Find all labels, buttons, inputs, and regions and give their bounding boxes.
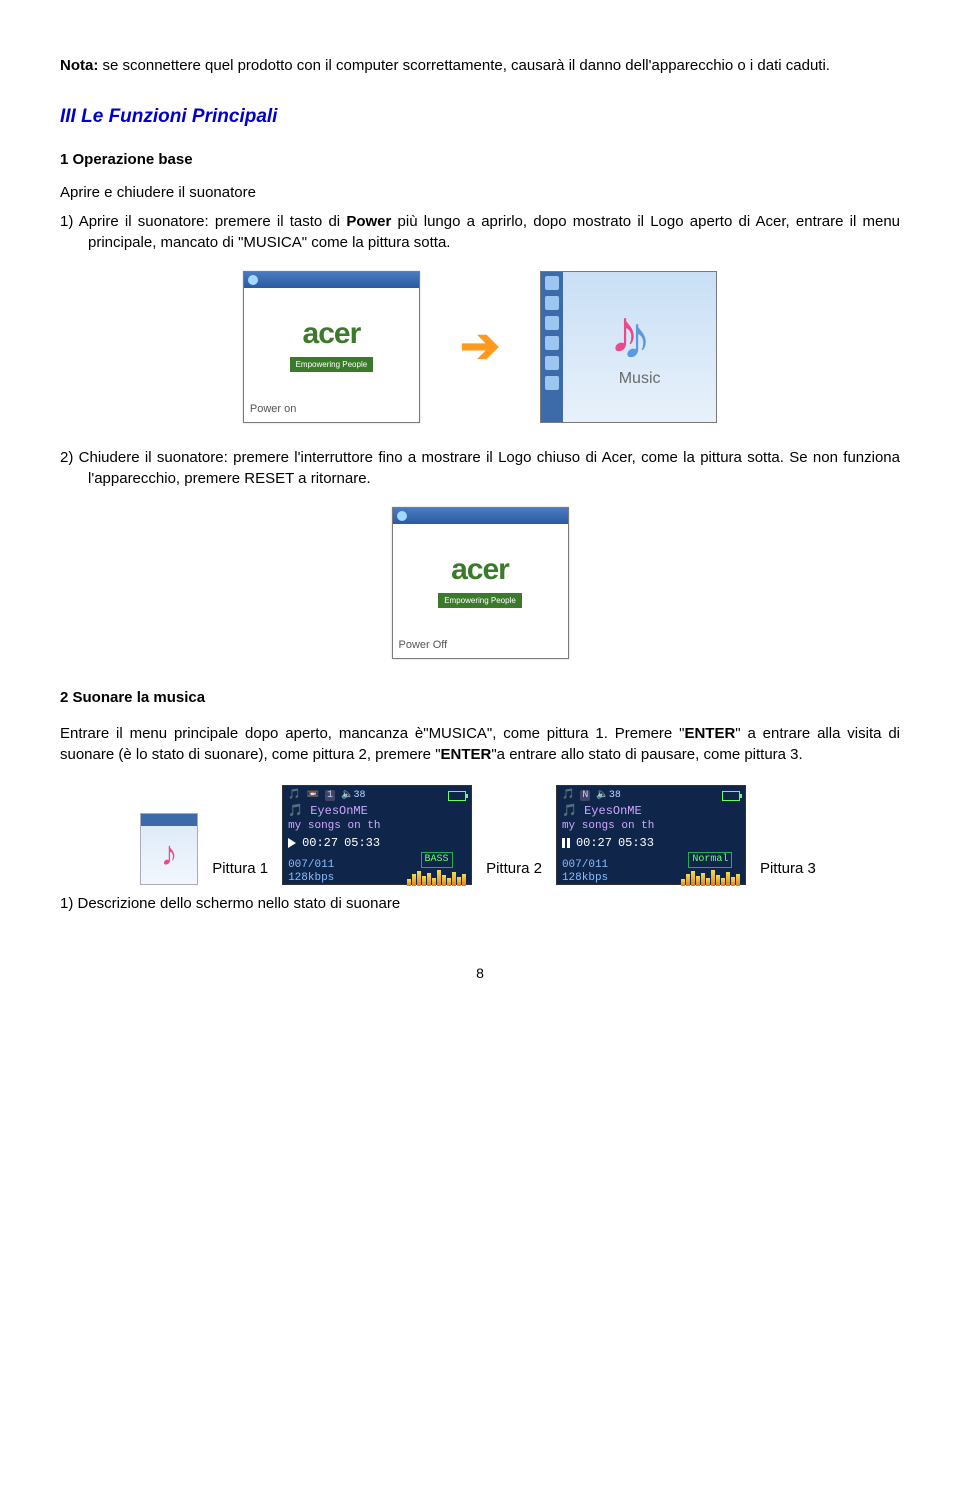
player-statusbar: 🎵 N 🔈38 [562, 789, 740, 803]
time-total: 05:33 [344, 835, 380, 852]
battery-icon [722, 791, 740, 801]
acer-topbar [244, 272, 419, 288]
thumb-note-icon: ♪ [141, 826, 197, 884]
player-screen-paused: 🎵 N 🔈38 🎵 EyesOnME my songs on th 00:27 … [556, 785, 746, 885]
player-time: 00:27 05:33 [562, 835, 740, 852]
eq-mode: BASS [421, 852, 453, 868]
sidebar-icon [545, 336, 559, 350]
sidebar-icon [545, 316, 559, 330]
player-bottom: 007/011 128kbps BASS [288, 852, 466, 886]
subsection-1-heading: 1 Operazione base [60, 149, 900, 170]
nota-paragraph: Nota: se sconnettere quel prodotto con i… [60, 55, 900, 76]
p-b: ENTER [684, 725, 735, 742]
eq-bars-icon [681, 870, 740, 886]
player-subtitle: my songs on th [288, 819, 466, 834]
status-left: 🎵 N 🔈38 [562, 789, 621, 803]
subsection-2-heading: 2 Suonare la musica [60, 687, 900, 708]
page-number: 8 [60, 964, 900, 984]
music-note-icon: ♪♪ [610, 302, 670, 362]
desc-line: 1) Descrizione dello schermo nello stato… [60, 893, 900, 914]
music-main: ♪♪ Music [563, 272, 716, 422]
arrow-icon: ➔ [460, 313, 500, 380]
list-item-2: 2) Chiudere il suonatore: premere l'inte… [60, 447, 900, 489]
music-sidebar [541, 272, 563, 422]
sub2-paragraph: Entrare il menu principale dopo aperto, … [60, 723, 900, 765]
section-iii-title: III Le Funzioni Principali [60, 104, 900, 131]
player-subtitle: my songs on th [562, 819, 740, 834]
acer-poweroff-screen: acer Empowering People Power Off [392, 507, 569, 659]
bitrate: 128kbps [562, 872, 608, 885]
player-statusbar: 🎵 📼 1 🔈38 [288, 789, 466, 803]
player-title: 🎵 EyesOnME [562, 803, 740, 820]
p-d: ENTER [441, 746, 492, 763]
track-counter: 007/011 [288, 859, 334, 872]
sidebar-icon [545, 296, 559, 310]
list-item-1: 1) Aprire il suonatore: premere il tasto… [60, 211, 900, 253]
time-elapsed: 00:27 [302, 835, 338, 852]
acer-tagline: Empowering People [438, 593, 522, 608]
pittura1-thumb: ♪ [140, 813, 198, 885]
acer-logo: acer [451, 549, 509, 591]
music-label: Music [619, 368, 661, 390]
player-title: 🎵 EyesOnME [288, 803, 466, 820]
item1-power: Power [346, 213, 391, 230]
acer-tagline: Empowering People [290, 357, 374, 372]
player-screen-playing: 🎵 📼 1 🔈38 🎵 EyesOnME my songs on th 00:2… [282, 785, 472, 885]
eq-bars-icon [407, 870, 466, 886]
status-left: 🎵 📼 1 🔈38 [288, 789, 365, 803]
player-bottom: 007/011 128kbps Normal [562, 852, 740, 886]
thumb-topbar [141, 814, 197, 826]
acer-topbar [393, 508, 568, 524]
sidebar-icon [545, 376, 559, 390]
sidebar-icon [545, 276, 559, 290]
item1-pre: 1) Aprire il suonatore: premere il tasto… [60, 213, 346, 230]
track-counter: 007/011 [562, 859, 608, 872]
acer-footer-poweron: Power on [244, 398, 419, 421]
player-time: 00:27 05:33 [288, 835, 466, 852]
player-info: 007/011 128kbps [562, 859, 608, 885]
p-e: "a entrare allo stato di pausare, come p… [491, 746, 802, 763]
pittura1-label: Pittura 1 [208, 858, 272, 885]
pittura-row: ♪ Pittura 1 🎵 📼 1 🔈38 🎵 EyesOnME my song… [60, 785, 900, 885]
sidebar-icon [545, 356, 559, 370]
music-menu-screen: ♪♪ Music [540, 271, 717, 423]
eq-mode: Normal [688, 852, 732, 868]
pittura2-label: Pittura 2 [482, 858, 546, 885]
open-close-title: Aprire e chiudere il suonatore [60, 182, 900, 203]
nota-text: se sconnettere quel prodotto con il comp… [98, 57, 830, 74]
screens-row-poweron: acer Empowering People Power on ➔ ♪♪ Mus… [60, 271, 900, 423]
poweroff-wrapper: acer Empowering People Power Off [60, 507, 900, 659]
pittura3-label: Pittura 3 [756, 858, 820, 885]
battery-icon [448, 791, 466, 801]
time-elapsed: 00:27 [576, 835, 612, 852]
acer-footer-poweroff: Power Off [393, 634, 568, 657]
topbar-dot-icon [248, 275, 258, 285]
acer-body: acer Empowering People [244, 288, 419, 399]
play-icon [288, 838, 296, 848]
pause-icon [562, 838, 570, 848]
player-eq: Normal [681, 852, 740, 886]
player-info: 007/011 128kbps [288, 859, 334, 885]
acer-logo: acer [303, 313, 361, 355]
p-a: Entrare il menu principale dopo aperto, … [60, 725, 684, 742]
time-total: 05:33 [618, 835, 654, 852]
topbar-dot-icon [397, 511, 407, 521]
acer-body: acer Empowering People [393, 524, 568, 635]
player-eq: BASS [407, 852, 466, 886]
bitrate: 128kbps [288, 872, 334, 885]
acer-poweron-screen: acer Empowering People Power on [243, 271, 420, 423]
nota-label: Nota: [60, 57, 98, 74]
